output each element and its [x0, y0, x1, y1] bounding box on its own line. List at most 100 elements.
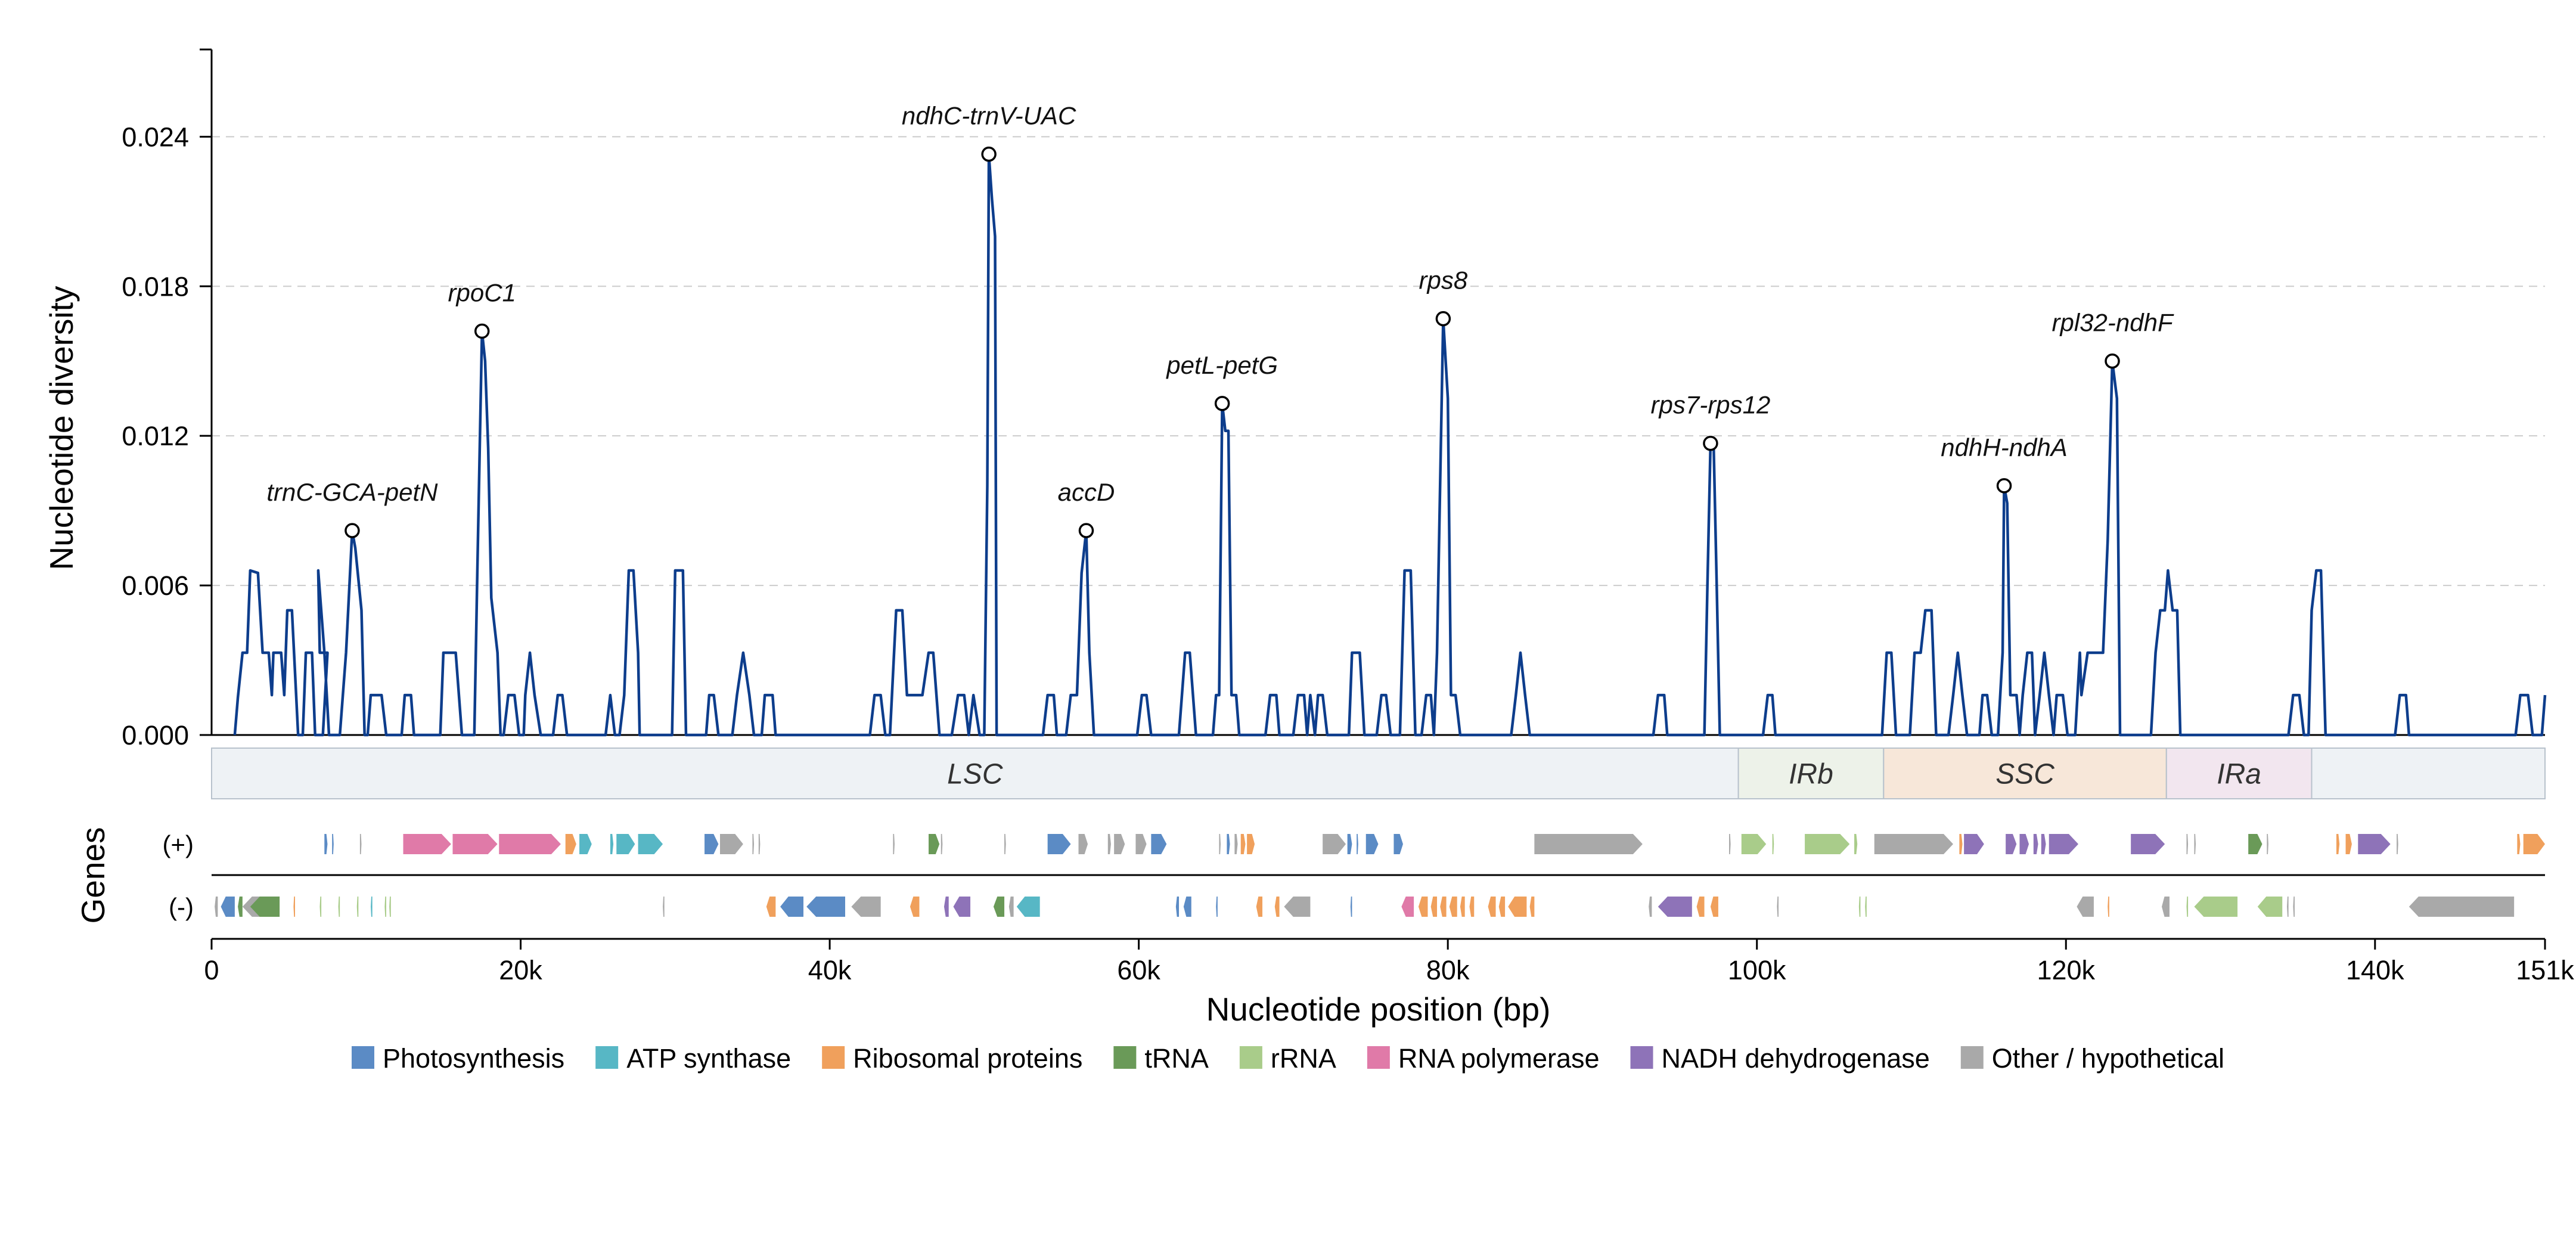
gene-block — [1449, 897, 1457, 917]
gene-block — [2523, 834, 2545, 854]
gene-block — [1219, 834, 1221, 854]
gene-block — [2194, 834, 2196, 854]
gene-block — [1004, 834, 1006, 854]
gene-block — [359, 834, 362, 854]
region-label: LSC — [947, 759, 1003, 790]
gene-block — [1964, 834, 1984, 854]
gene-block — [2041, 834, 2046, 854]
gene-block — [1710, 897, 1718, 917]
gene-block — [1323, 834, 1346, 854]
gene-block — [1440, 897, 1447, 917]
gene-block — [1534, 834, 1643, 854]
peak-marker — [981, 146, 997, 162]
gene-block — [338, 897, 340, 917]
peak-marker — [2105, 353, 2120, 369]
gene-block — [1741, 834, 1767, 854]
gene-block — [565, 834, 576, 854]
gene-block — [1393, 834, 1403, 854]
gene-block — [1107, 834, 1111, 854]
gene-block — [1114, 834, 1125, 854]
y-axis-title: Nucleotide diversity — [43, 286, 80, 570]
gene-block — [2186, 834, 2189, 854]
axis-layer: 0.000 0.006 0.012 0.018 0.024 Nucleotide dive… — [43, 48, 2574, 1028]
gene-block — [1854, 834, 1858, 854]
gene-block — [452, 834, 498, 854]
gene-block — [1529, 897, 1535, 917]
x-tick-label: 40k — [808, 955, 852, 985]
peak-label: rpl32-ndhF — [2052, 309, 2174, 337]
peak-label: rps7-rps12 — [1651, 391, 1771, 419]
x-tick-label: 100k — [1728, 955, 1786, 985]
legend-swatch — [352, 1046, 374, 1069]
gene-block — [2006, 834, 2017, 854]
gene-block — [1696, 897, 1705, 917]
gene-block — [324, 834, 328, 854]
gene-block — [1460, 897, 1465, 917]
gene-block — [2186, 897, 2189, 917]
gene-block — [389, 897, 391, 917]
gene-block — [1469, 897, 1475, 917]
legend-label: Ribosomal proteins — [853, 1043, 1082, 1074]
y-tick-label: 0.000 — [122, 720, 189, 750]
gene-block — [993, 897, 1005, 917]
gene-block — [2409, 897, 2515, 917]
gene-block — [1183, 897, 1191, 917]
gene-block — [332, 834, 334, 854]
legend-swatch — [1239, 1046, 1262, 1069]
gene-block — [2345, 834, 2352, 854]
line-layer — [233, 153, 2547, 737]
gene-block — [1216, 897, 1218, 917]
gene-block — [2049, 834, 2078, 854]
peak-marker — [1078, 523, 1094, 538]
x-tick-label: 20k — [499, 955, 542, 985]
gene-block — [806, 897, 846, 917]
gene-block — [752, 834, 755, 854]
minus-strand-label: (-) — [169, 893, 194, 921]
peak-label: accD — [1058, 478, 1115, 506]
gene-block — [1227, 834, 1230, 854]
gene-block — [2287, 897, 2289, 917]
gene-block — [1350, 897, 1352, 917]
peak-marker — [474, 323, 490, 339]
genome-region — [2165, 748, 2313, 799]
legend-swatch — [822, 1046, 845, 1069]
grid-layer — [212, 136, 2545, 587]
region-label: SSC — [1995, 759, 2054, 790]
gene-block — [1858, 897, 1861, 917]
gene-block — [1365, 834, 1379, 854]
gene-block — [929, 834, 940, 854]
gene-block — [221, 897, 235, 917]
plus-strand-label: (+) — [163, 830, 194, 858]
gene-block — [1284, 897, 1311, 917]
genome-region — [2311, 748, 2546, 799]
x-tick-label: 140k — [2346, 955, 2404, 985]
gene-block — [1777, 897, 1779, 917]
legend-label: rRNA — [1271, 1043, 1336, 1074]
legend-layer: Photosynthesis ATP synthase Ribosomal prot… — [352, 1043, 2224, 1074]
peak-label: trnC-GCA-petN — [266, 478, 438, 506]
gene-block — [1234, 834, 1238, 854]
gene-block — [766, 897, 776, 917]
gene-block — [2033, 834, 2038, 854]
gene-block — [910, 897, 920, 917]
gene-block — [1729, 834, 1731, 854]
gene-block — [2517, 834, 2521, 854]
peak-marker — [1703, 435, 1718, 451]
gene-block — [1649, 897, 1652, 917]
region-label: IRb — [1789, 759, 1833, 790]
gene-block — [1016, 897, 1040, 917]
gene-block — [1256, 897, 1263, 917]
legend-label: NADH dehydrogenase — [1662, 1043, 1930, 1074]
gene-block — [1959, 834, 1963, 854]
x-tick-label: 60k — [1117, 955, 1160, 985]
gene-block — [893, 834, 895, 854]
gene-block — [1772, 834, 1774, 854]
peak-label: rpoC1 — [448, 279, 516, 307]
gene-block — [758, 834, 761, 854]
gene-block — [1247, 834, 1255, 854]
gene-block — [1357, 834, 1358, 854]
region-layer: LSC IRb SSC IRa — [211, 748, 2546, 799]
gene-block — [2194, 897, 2238, 917]
gene-block — [371, 897, 373, 917]
gene-block — [1078, 834, 1088, 854]
